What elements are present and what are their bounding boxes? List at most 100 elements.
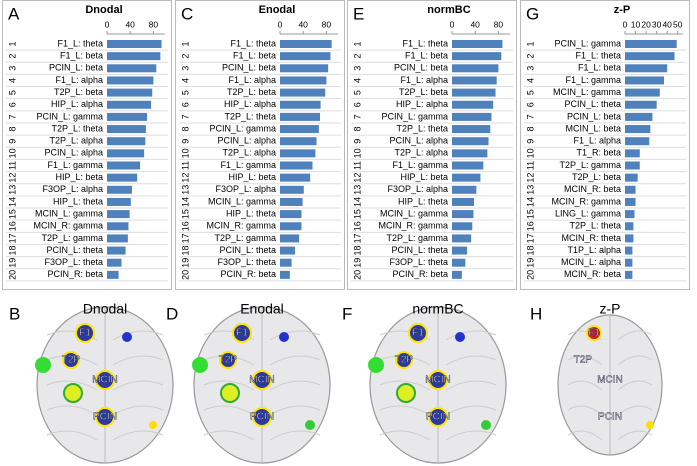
brain-node [305,420,315,430]
bar [280,270,290,279]
category-label: F3OP_L: theta [44,257,103,267]
bar [107,185,132,194]
bar [625,112,653,121]
category-label: PCIN_R: beta [220,269,276,279]
bar [107,125,146,134]
bar [625,100,657,109]
category-label: T1_R: beta [576,148,621,158]
node-label: MCIN [249,375,275,386]
bar [452,246,468,255]
brain-node [192,357,208,373]
rank-label: 16 [525,221,535,231]
x-tick-label: 0 [450,19,455,29]
category-label: PCIN_L: alpha [389,136,448,146]
brain-gyrus [567,355,653,366]
brain-node [395,351,413,369]
brain-gyrus [567,380,653,391]
category-label: F1_L: gamma [565,75,621,85]
category-label: F1_L: gamma [220,160,276,170]
rank-label: 7 [7,114,17,119]
node-label: T2P [574,355,593,366]
bar [280,173,311,182]
panel-letter: E [353,4,364,23]
bar [280,210,302,219]
category-label: PCIN_L: alpha [44,148,103,158]
category-label: F3OP_L: theta [217,257,276,267]
rank-label: 17 [7,233,17,243]
rank-label: 7 [525,114,535,119]
bar [625,210,635,219]
bar [625,64,668,73]
bar [107,222,129,231]
rank-label: 12 [352,173,362,183]
brain-node [455,332,465,342]
bar [625,222,634,231]
category-label: MCIN_L: beta [565,123,621,133]
category-label: T2P_L: alpha [222,148,276,158]
rank-label: 20 [525,270,535,280]
rank-label: 20 [352,270,362,280]
category-label: PCIN_L: alpha [217,136,276,146]
panel-frame [175,0,345,290]
panel-letter: H [530,304,542,323]
bar [625,40,677,48]
node-label: PCIN [426,412,450,423]
bar [107,64,157,73]
bar [107,88,153,97]
panel-letter: A [8,4,20,23]
x-tick-label: 80 [322,19,332,29]
bar [280,161,313,170]
x-tick-label: 0 [623,19,628,29]
rank-label: 10 [7,148,17,158]
category-label: PCIN_L: gamma [381,111,448,121]
brain-node [368,357,384,373]
rank-label: 11 [180,161,190,170]
rank-label: 3 [180,66,190,71]
chart-title: normBC [427,4,470,16]
x-tick-label: 30 [652,19,662,29]
bar [107,173,138,182]
rank-label: 13 [352,185,362,195]
category-label: HIP_L: alpha [51,99,103,109]
category-label: F1_L: beta [405,51,448,61]
brain-node [63,383,83,403]
bar [107,76,154,85]
rank-label: 13 [180,185,190,195]
bar [452,210,474,219]
category-label: HIP_L: beta [55,172,103,182]
bar [452,112,492,121]
rank-label: 15 [525,209,535,219]
chart-title: z-P [614,4,631,16]
bar [107,161,141,170]
panel-frame [2,0,172,290]
rank-label: 18 [525,246,535,256]
brain-title: normBC [412,301,463,317]
brain-node [95,370,115,390]
bar [280,222,302,231]
rank-label: 6 [7,102,17,107]
category-label: T2P_L: theta [51,123,103,133]
rank-label: 20 [7,270,17,280]
rank-label: 2 [7,54,17,59]
rank-label: 14 [525,197,535,207]
rank-label: 8 [7,127,17,132]
node-label: MCIN [92,375,118,386]
category-label: HIP_L: alpha [224,99,276,109]
x-tick-label: 80 [494,19,504,29]
bar [280,246,296,255]
node-label: F1 [412,328,424,339]
brain-gyrus [203,380,321,391]
rank-label: 14 [352,197,362,207]
rank-label: 11 [525,161,535,170]
rank-label: 8 [525,127,535,132]
rank-label: 12 [180,173,190,183]
bar [452,125,491,134]
bar [625,149,640,158]
rank-label: 8 [180,127,190,132]
x-tick-label: 10 [631,19,641,29]
rank-label: 3 [7,66,17,71]
category-label: T1P_L: alpha [567,245,621,255]
rank-label: 16 [352,221,362,231]
category-label: F1_L: theta [230,38,276,48]
